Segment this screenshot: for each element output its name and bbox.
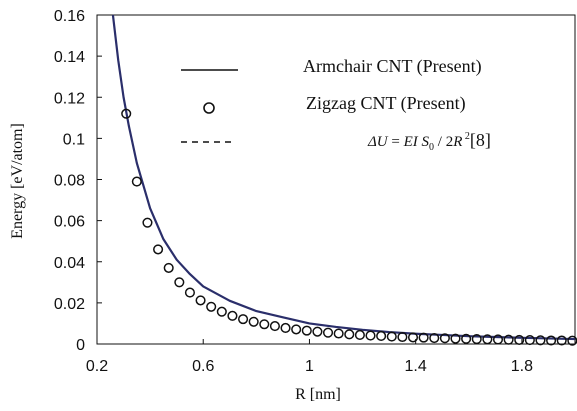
- y-tick-label: 0.12: [54, 90, 85, 107]
- series-zigzag-point: [142, 217, 153, 228]
- series-zigzag-point: [397, 331, 408, 343]
- series-zigzag-point: [322, 327, 334, 338]
- series-zigzag-point: [524, 335, 535, 346]
- plot-area: [111, 14, 577, 346]
- legend-formula-label: ΔU = EI S0 / 2R 2[8]: [367, 130, 491, 153]
- y-tick-label: 0.02: [54, 296, 85, 313]
- series-zigzag-point: [354, 329, 365, 341]
- series-zigzag-point: [248, 316, 259, 327]
- series-zigzag-point: [344, 329, 355, 340]
- series-zigzag-point: [163, 262, 174, 273]
- series-zigzag-point: [238, 314, 249, 325]
- x-tick-label: 1.4: [405, 358, 427, 375]
- x-tick-label: 1.8: [511, 358, 533, 375]
- y-tick-label: 0.04: [54, 255, 85, 272]
- series-zigzag-point: [503, 334, 514, 345]
- legend: Armchair CNT (Present) Zigzag CNT (Prese…: [181, 56, 491, 153]
- series-zigzag-point: [407, 332, 419, 343]
- series-zigzag-point: [418, 332, 429, 343]
- series-zigzag-point: [439, 333, 450, 344]
- series-zigzag-point: [556, 335, 567, 346]
- series-zigzag-point: [280, 322, 291, 334]
- series-zigzag-point: [184, 287, 195, 298]
- series-zigzag-point: [259, 319, 270, 330]
- series-zigzag-point: [206, 301, 217, 312]
- series-zigzag-point: [492, 334, 504, 345]
- series-zigzag-point: [429, 332, 440, 344]
- series-zigzag-point: [195, 295, 206, 306]
- series-zigzag-point: [312, 326, 323, 337]
- x-tick-label: 1: [305, 358, 314, 375]
- series-zigzag-point: [174, 277, 185, 288]
- series-zigzag-point: [482, 334, 493, 345]
- legend-zigzag-marker: [203, 102, 215, 114]
- series-zigzag-point: [301, 325, 312, 336]
- series-zigzag-point: [121, 108, 132, 119]
- x-axis-ticks: 0.2 0.6 1 1.4 1.8: [86, 339, 533, 375]
- y-axis-title: Energy [eV/atom]: [9, 123, 26, 239]
- series-zigzag-point: [291, 324, 302, 335]
- y-tick-label: 0.06: [54, 214, 85, 231]
- series-zigzag-point: [227, 310, 238, 321]
- series-zigzag-point: [365, 330, 376, 341]
- series-zigzag-point: [216, 306, 227, 317]
- series-zigzag-point: [535, 335, 546, 346]
- series-zigzag-point: [471, 334, 482, 345]
- x-tick-label: 0.6: [192, 358, 214, 375]
- legend-zigzag-label: Zigzag CNT (Present): [306, 93, 466, 114]
- series-zigzag-point: [461, 333, 472, 344]
- series-zigzag-point: [269, 321, 280, 332]
- y-tick-label: 0.14: [54, 49, 85, 66]
- series-zigzag-point: [333, 328, 344, 339]
- series-zigzag-point: [131, 176, 142, 187]
- y-axis-ticks: 0 0.02 0.04 0.06 0.08 0.1 0.12 0.14 0.16: [54, 8, 102, 354]
- legend-armchair-label: Armchair CNT (Present): [303, 56, 482, 77]
- y-tick-label: 0.1: [63, 131, 85, 148]
- x-axis-title: R [nm]: [295, 386, 341, 403]
- series-zigzag-point: [386, 331, 397, 342]
- series-zigzag-point: [546, 335, 557, 346]
- series-zigzag-point: [514, 334, 525, 345]
- y-tick-label: 0: [76, 337, 85, 354]
- series-zigzag-point: [450, 333, 461, 344]
- x-tick-label: 0.2: [86, 358, 108, 375]
- y-tick-label: 0.08: [54, 173, 85, 190]
- y-tick-label: 0.16: [54, 8, 85, 25]
- series-zigzag-point: [376, 330, 387, 342]
- series-zigzag-point: [153, 244, 164, 255]
